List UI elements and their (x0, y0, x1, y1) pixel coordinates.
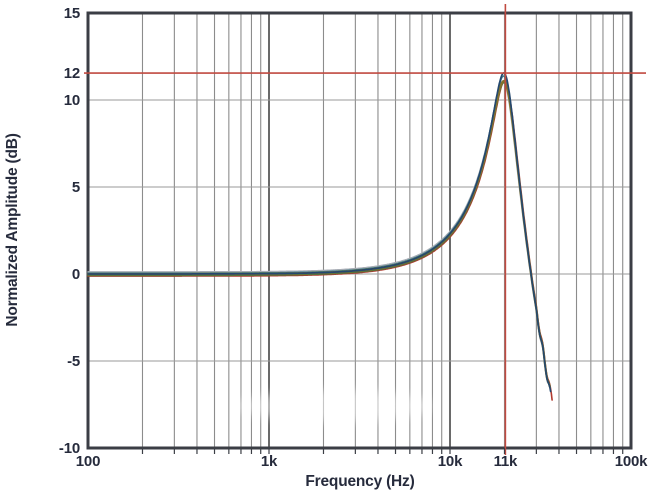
y-tick-label: 0 (72, 266, 80, 283)
y-tick-label: 10 (64, 92, 80, 109)
x-tick-label: 1k (261, 453, 278, 470)
y-tick-label: -10 (59, 440, 80, 457)
y-axis-title: Normalized Amplitude (dB) (4, 133, 21, 326)
y-tick-label-highlight: 12 (64, 65, 80, 82)
frequency-response-curve-unit-red (87, 80, 553, 401)
x-tick-label: 10k (438, 453, 463, 470)
resonance-crosshair (84, 4, 646, 455)
y-tick-label: 5 (72, 179, 80, 196)
watermark (237, 390, 433, 422)
frequency-response-curve-unit-green (87, 81, 551, 386)
y-tick-labels: 15 12 10 5 0 -5 -10 (59, 5, 80, 457)
frequency-response-curve-unit-olive (86, 79, 552, 388)
y-tick-label: -5 (67, 353, 80, 370)
x-tick-label-highlight: 11k (494, 453, 518, 470)
x-tick-labels: 100 1k 10k 11k 100k (76, 453, 649, 470)
frequency-response-curve-unit-gray (87, 80, 549, 384)
response-curves (86, 72, 553, 401)
plot-area-border (86, 11, 633, 450)
y-tick-label: 15 (64, 5, 80, 22)
x-axis-title: Frequency (Hz) (305, 473, 414, 490)
frequency-response-curve-unit-navy (87, 72, 552, 393)
frequency-response-curve-unit-teal (87, 75, 550, 386)
x-tick-label: 100 (76, 453, 100, 470)
axis-ticks (141, 448, 624, 454)
x-tick-label: 100k (615, 453, 648, 470)
watermark-haze (237, 390, 433, 422)
